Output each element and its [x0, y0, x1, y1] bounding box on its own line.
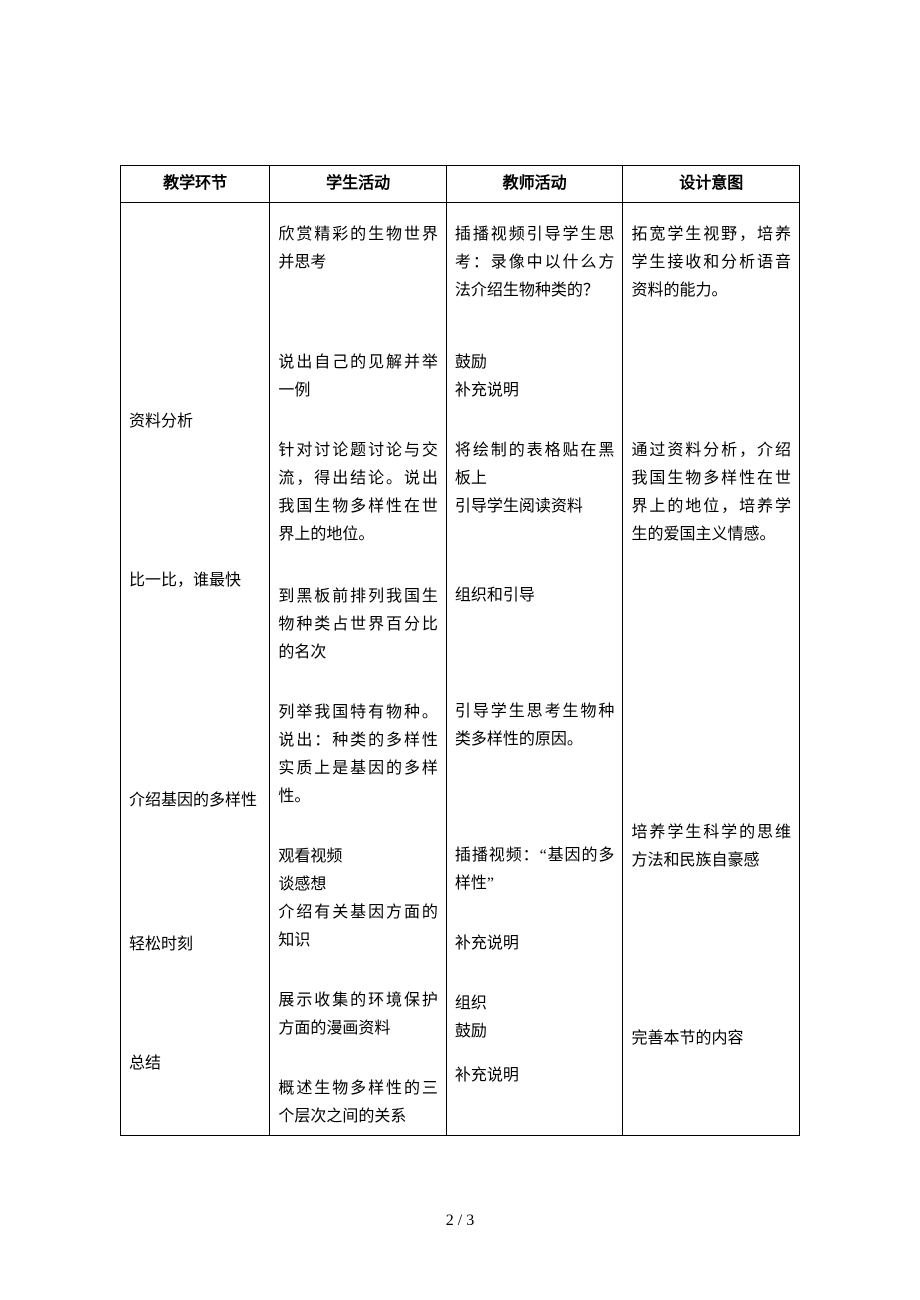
teacher-p5: 引导学生思考生物种类多样性的原因。 [455, 698, 615, 826]
student-p6c: 介绍有关基因方面的知识 [278, 899, 438, 971]
label-compare: 比一比，谁最快 [129, 567, 261, 595]
teacher-p7a: 组织 [455, 990, 615, 1018]
teacher-p3b: 引导学生阅读资料 [455, 493, 615, 566]
label-analysis: 资料分析 [129, 408, 261, 436]
student-p7: 展示收集的环境保护方面的漫画资料 [278, 987, 438, 1059]
header-design-intent: 设计意图 [623, 166, 800, 203]
student-p4: 到黑板前排列我国生物种类占世界百分比的名次 [278, 583, 438, 683]
label-gene: 介绍基因的多样性 [129, 787, 261, 815]
student-p6b: 谈感想 [278, 871, 438, 899]
student-p5: 列举我国特有物种。说出：种类的多样性实质上是基因的多样性。 [278, 699, 438, 827]
student-p3: 针对讨论题讨论与交流，得出结论。说出我国生物多样性在世界上的地位。 [278, 437, 438, 567]
teacher-p1: 插播视频引导学生思考：录像中以什么方法介绍生物种类的？ [455, 221, 615, 333]
teacher-p2a: 鼓励 [455, 349, 615, 377]
lesson-plan-table: 教学环节 学生活动 教师活动 设计意图 资料分析 比一比，谁最快 介绍基因的多样… [120, 165, 800, 1136]
page-footer: 2 / 3 [0, 1212, 920, 1230]
teacher-p6b: 补充说明 [455, 930, 615, 974]
table-body-row: 资料分析 比一比，谁最快 介绍基因的多样性 轻松时刻 总结 欣赏精彩的生物世界并… [121, 203, 800, 1136]
teacher-p2b: 补充说明 [455, 377, 615, 421]
student-p2: 说出自己的见解并举一例 [278, 349, 438, 421]
label-summary: 总结 [129, 1050, 261, 1078]
intent-p8: 完善本节的内容 [631, 1025, 791, 1053]
teacher-p7b: 鼓励 [455, 1018, 615, 1062]
cell-teacher-activity: 插播视频引导学生思考：录像中以什么方法介绍生物种类的？ 鼓励 补充说明 将绘制的… [446, 203, 623, 1136]
student-p8: 概述生物多样性的三个层次之间的关系 [278, 1075, 438, 1131]
student-p1: 欣赏精彩的生物世界并思考 [278, 221, 438, 333]
teacher-p4: 组织和引导 [455, 582, 615, 682]
student-p6: 观看视频 [278, 843, 438, 871]
teacher-p8: 补充说明 [455, 1062, 615, 1090]
cell-design-intent: 拓宽学生视野，培养学生接收和分析语音资料的能力。 通过资料分析，介绍我国生物多样… [623, 203, 800, 1136]
table-header-row: 教学环节 学生活动 教师活动 设计意图 [121, 166, 800, 203]
intent-p3: 通过资料分析，介绍我国生物多样性在世界上的地位，培养学生的爱国主义情感。 [631, 437, 791, 803]
teacher-p6a: 插播视频：“基因的多样性” [455, 842, 615, 914]
teacher-p3a: 将绘制的表格贴在黑板上 [455, 437, 615, 493]
cell-teaching-phase: 资料分析 比一比，谁最快 介绍基因的多样性 轻松时刻 总结 [121, 203, 270, 1136]
header-student-activity: 学生活动 [270, 166, 447, 203]
label-relax: 轻松时刻 [129, 931, 261, 959]
intent-p6: 培养学生科学的思维方法和民族自豪感 [631, 819, 791, 1009]
header-teacher-activity: 教师活动 [446, 166, 623, 203]
header-teaching-phase: 教学环节 [121, 166, 270, 203]
cell-student-activity: 欣赏精彩的生物世界并思考 说出自己的见解并举一例 针对讨论题讨论与交流，得出结论… [270, 203, 447, 1136]
intent-p1: 拓宽学生视野，培养学生接收和分析语音资料的能力。 [631, 221, 791, 421]
